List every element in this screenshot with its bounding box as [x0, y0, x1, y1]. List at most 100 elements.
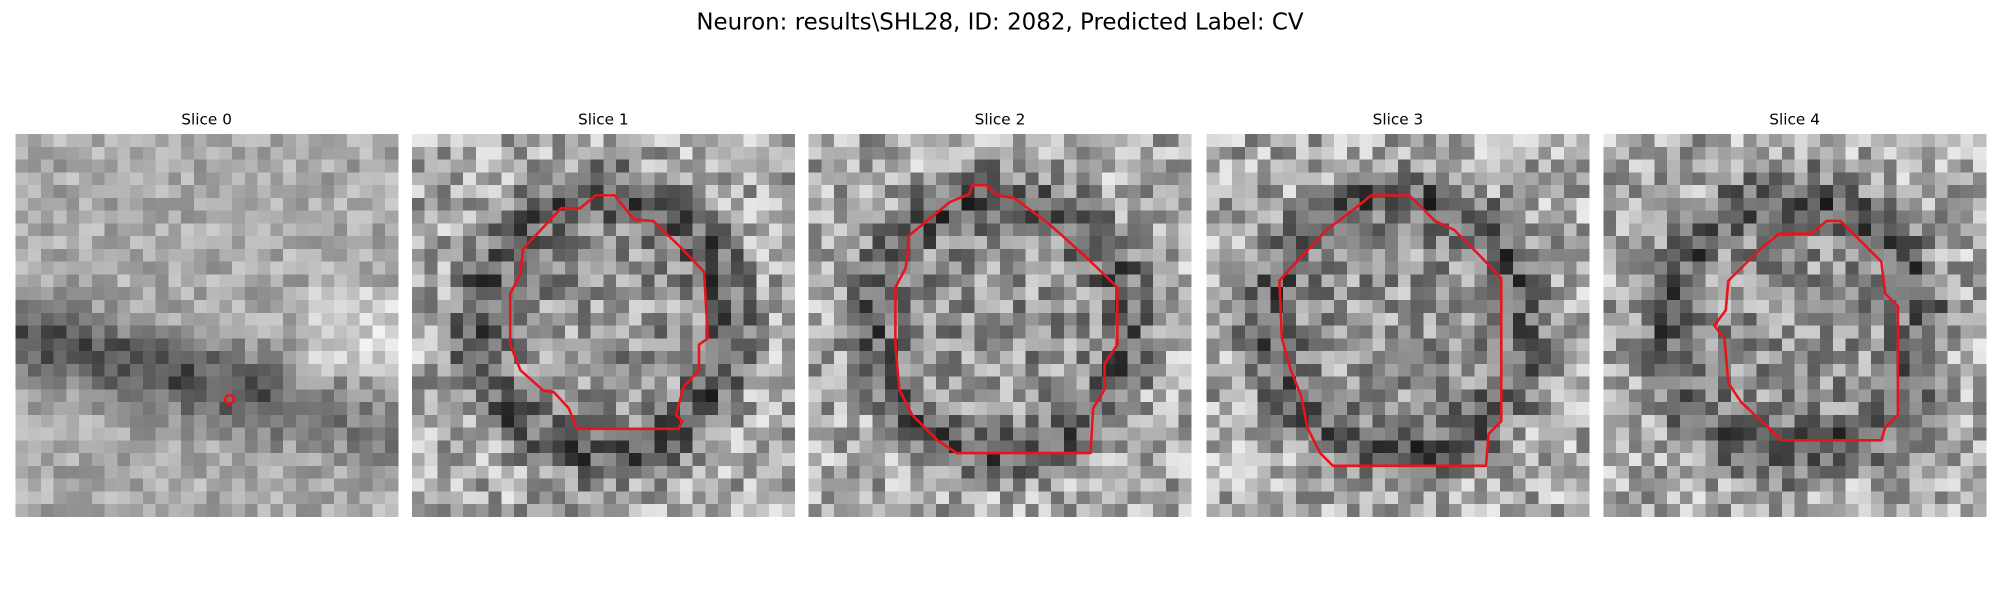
pixel	[1628, 465, 1642, 479]
pixel	[359, 172, 373, 186]
pixel	[1372, 274, 1386, 288]
pixel	[142, 363, 156, 377]
pixel	[1563, 236, 1577, 250]
pixel	[91, 351, 105, 365]
pixel	[1820, 248, 1834, 263]
pixel	[1807, 134, 1821, 148]
pixel	[1794, 402, 1808, 416]
pixel	[1244, 351, 1259, 365]
pixel	[821, 274, 835, 288]
pixel	[1076, 287, 1090, 301]
pixel	[1576, 363, 1590, 377]
pixel	[1270, 261, 1284, 275]
pixel	[334, 389, 348, 403]
pixel	[308, 312, 322, 326]
pixel	[1000, 223, 1014, 237]
pixel	[142, 351, 156, 365]
pixel	[1359, 351, 1373, 365]
pixel	[1076, 338, 1090, 352]
pixel	[117, 287, 131, 301]
pixel	[1244, 325, 1259, 339]
pixel	[308, 248, 322, 263]
pixel	[1512, 478, 1526, 492]
pixel	[834, 172, 848, 186]
pixel	[1153, 363, 1167, 377]
pixel	[1206, 248, 1220, 263]
pixel	[372, 325, 386, 339]
pixel	[1385, 402, 1399, 416]
pixel	[1551, 300, 1565, 314]
pixel	[1858, 274, 1872, 288]
pixel	[168, 210, 182, 224]
pixel	[79, 402, 93, 416]
pixel	[437, 134, 451, 148]
pixel	[411, 427, 426, 441]
pixel	[1616, 491, 1630, 505]
pixel	[526, 300, 540, 314]
pixel	[1538, 146, 1552, 161]
pixel	[654, 389, 668, 403]
pixel	[654, 185, 668, 199]
pixel	[1934, 236, 1949, 250]
pixel	[424, 440, 438, 454]
pixel	[1410, 414, 1424, 428]
pixel	[616, 325, 630, 339]
pixel	[897, 223, 912, 237]
pixel	[1769, 210, 1783, 224]
pixel	[1346, 325, 1361, 339]
pixel	[1628, 261, 1642, 275]
pixel	[1000, 389, 1014, 403]
pixel	[1063, 325, 1077, 339]
pixel	[488, 172, 502, 186]
pixel	[1845, 491, 1859, 505]
pixel	[705, 146, 719, 161]
pixel	[1743, 402, 1757, 416]
pixel	[667, 210, 681, 224]
pixel	[1692, 274, 1706, 288]
pixel	[590, 236, 604, 250]
pixel	[181, 338, 195, 352]
slice-image	[808, 134, 1192, 518]
pixel	[1616, 134, 1630, 148]
pixel	[1794, 312, 1808, 326]
pixel	[872, 146, 886, 161]
pixel	[667, 248, 681, 263]
pixel	[1973, 274, 1987, 288]
pixel	[1063, 376, 1077, 390]
pixel	[1153, 453, 1167, 467]
pixel	[1512, 159, 1526, 173]
pixel	[590, 300, 604, 314]
pixel	[1206, 376, 1220, 390]
pixel	[654, 287, 668, 301]
pixel	[270, 440, 284, 454]
pixel	[897, 504, 912, 518]
pixel	[1436, 134, 1450, 148]
pixel	[1474, 172, 1488, 186]
pixel	[834, 414, 848, 428]
pixel	[359, 210, 373, 224]
pixel	[1487, 338, 1501, 352]
pixel	[79, 159, 93, 173]
pixel	[1178, 248, 1192, 263]
pixel	[1436, 312, 1450, 326]
pixel	[1512, 491, 1526, 505]
pixel	[321, 376, 335, 390]
pixel	[923, 274, 937, 288]
pixel	[1576, 414, 1590, 428]
pixel	[948, 274, 963, 288]
pixel	[1769, 261, 1783, 275]
pixel	[1858, 197, 1872, 212]
pixel	[1283, 338, 1297, 352]
pixel	[1743, 146, 1757, 161]
pixel	[1487, 248, 1501, 263]
pixel	[488, 491, 502, 505]
pixel	[1474, 325, 1488, 339]
pixel	[1012, 491, 1026, 505]
pixel	[475, 261, 489, 275]
pixel	[1525, 146, 1539, 161]
pixel	[1244, 478, 1259, 492]
pixel	[91, 287, 105, 301]
pixel	[1576, 248, 1590, 263]
pixel	[1769, 134, 1783, 148]
pixel	[1807, 389, 1821, 403]
